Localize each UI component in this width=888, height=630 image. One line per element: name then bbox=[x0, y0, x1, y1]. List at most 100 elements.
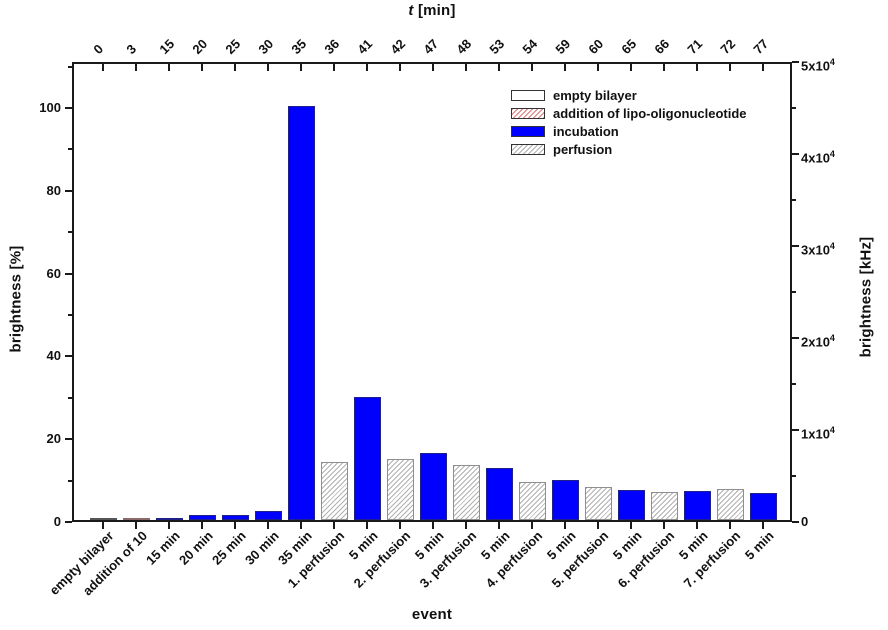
bar-perfusion-72min bbox=[716, 489, 744, 520]
right-tick-label: 3x104 bbox=[801, 241, 835, 258]
left-tick-label: 80 bbox=[46, 182, 61, 198]
bottom-axis-tick bbox=[762, 522, 764, 529]
left-axis-minor-tick bbox=[68, 396, 72, 399]
top-tick-label: 35 bbox=[288, 36, 310, 57]
top-axis-tick bbox=[168, 64, 170, 71]
top-axis-title-unit: [min] bbox=[413, 2, 456, 19]
top-tick-label: 25 bbox=[222, 36, 244, 57]
bar-incubation-15min bbox=[155, 517, 183, 520]
top-axis-tick bbox=[663, 64, 665, 71]
bar-perfusion-66min bbox=[650, 492, 678, 520]
right-axis-major-tick bbox=[792, 521, 799, 523]
top-tick-label: 30 bbox=[255, 36, 277, 57]
plot-area bbox=[72, 62, 792, 522]
bar-perfusion-42min bbox=[386, 459, 414, 520]
left-axis-title: brightness [%] bbox=[7, 245, 25, 353]
bottom-axis-tick bbox=[564, 522, 566, 529]
right-axis-major-tick bbox=[792, 337, 799, 339]
right-axis-major-tick bbox=[792, 245, 799, 247]
legend-swatch-incubation bbox=[511, 125, 545, 137]
right-tick-label: 5x104 bbox=[801, 57, 835, 74]
top-tick-label: 60 bbox=[585, 36, 607, 57]
bottom-axis-tick bbox=[465, 522, 467, 529]
bar-addition-3min bbox=[122, 517, 150, 520]
bottom-axis-tick bbox=[102, 522, 104, 529]
left-axis-minor-tick bbox=[68, 479, 72, 482]
top-tick-label: 0 bbox=[90, 41, 107, 57]
top-axis-tick bbox=[234, 64, 236, 71]
bottom-axis-tick bbox=[399, 522, 401, 529]
bottom-axis-tick bbox=[630, 522, 632, 529]
top-axis-tick bbox=[432, 64, 434, 71]
bar-perfusion-60min bbox=[584, 487, 612, 520]
top-axis-tick bbox=[102, 64, 104, 71]
bottom-axis-tick bbox=[498, 522, 500, 529]
left-axis-major-tick bbox=[65, 189, 72, 192]
right-axis-minor-tick bbox=[792, 291, 796, 293]
top-axis-tick bbox=[333, 64, 335, 71]
top-tick-label: 3 bbox=[123, 41, 140, 57]
top-tick-label: 65 bbox=[618, 36, 640, 57]
x-category-label: 25 min bbox=[208, 528, 249, 568]
top-axis-tick bbox=[498, 64, 500, 71]
top-axis-tick bbox=[267, 64, 269, 71]
right-tick-label: 1x104 bbox=[801, 425, 835, 442]
legend-swatch-empty bbox=[511, 89, 545, 101]
top-axis-tick bbox=[597, 64, 599, 71]
bottom-axis-tick bbox=[201, 522, 203, 529]
top-tick-label: 71 bbox=[684, 36, 706, 57]
top-tick-label: 66 bbox=[651, 36, 673, 57]
x-category-label: 5 min bbox=[741, 528, 777, 563]
top-tick-label: 54 bbox=[519, 36, 541, 57]
top-axis-tick bbox=[135, 64, 137, 71]
bottom-axis-tick bbox=[300, 522, 302, 529]
bar-incubation-30min bbox=[254, 510, 282, 520]
right-axis-minor-tick bbox=[792, 107, 796, 109]
left-tick-label: 20 bbox=[46, 431, 61, 447]
top-tick-label: 15 bbox=[156, 36, 178, 57]
bottom-axis-tick bbox=[366, 522, 368, 529]
bar-incubation-59min bbox=[551, 480, 579, 520]
left-axis-minor-tick bbox=[68, 65, 72, 68]
bottom-axis-tick bbox=[267, 522, 269, 529]
bottom-axis-tick bbox=[531, 522, 533, 529]
left-tick-label: 40 bbox=[46, 348, 61, 364]
bottom-axis-tick bbox=[663, 522, 665, 529]
legend-item-addition: addition of lipo-oligonucleotide bbox=[511, 104, 747, 122]
top-axis-title: t [min] bbox=[72, 2, 792, 19]
left-tick-label: 0 bbox=[53, 514, 61, 529]
legend-swatch-addition bbox=[511, 107, 545, 119]
right-axis-major-tick bbox=[792, 153, 799, 155]
bar-incubation-71min bbox=[683, 491, 711, 520]
bar-incubation-65min bbox=[617, 490, 645, 520]
right-tick-label: 2x104 bbox=[801, 333, 835, 350]
left-axis-major-tick bbox=[65, 272, 72, 275]
right-axis-major-tick bbox=[792, 429, 799, 431]
top-axis-tick bbox=[465, 64, 467, 71]
left-tick-label: 100 bbox=[39, 100, 61, 115]
bar-incubation-53min bbox=[485, 468, 513, 520]
legend-label-perfusion: perfusion bbox=[553, 141, 613, 157]
left-axis-major-tick bbox=[65, 521, 72, 523]
left-tick-label: 60 bbox=[46, 265, 61, 281]
right-tick-label: 0 bbox=[801, 514, 809, 529]
right-axis-minor-tick bbox=[792, 199, 796, 201]
bar-perfusion-48min bbox=[452, 464, 480, 520]
legend-label-empty: empty bilayer bbox=[553, 87, 637, 103]
right-axis-minor-tick bbox=[792, 475, 796, 477]
bottom-axis-tick bbox=[168, 522, 170, 529]
left-axis-minor-tick bbox=[68, 148, 72, 151]
top-axis-tick bbox=[399, 64, 401, 71]
top-axis-tick bbox=[762, 64, 764, 71]
x-category-label: 20 min bbox=[175, 528, 216, 568]
bar-perfusion-54min bbox=[518, 481, 546, 520]
legend-item-incubation: incubation bbox=[511, 122, 747, 140]
bar-incubation-77min bbox=[749, 492, 777, 520]
top-tick-label: 36 bbox=[321, 36, 343, 57]
legend-item-perfusion: perfusion bbox=[511, 140, 747, 158]
right-tick-label: 4x104 bbox=[801, 149, 835, 166]
top-axis-tick bbox=[300, 64, 302, 71]
top-axis-tick bbox=[630, 64, 632, 71]
top-tick-label: 20 bbox=[189, 36, 211, 57]
